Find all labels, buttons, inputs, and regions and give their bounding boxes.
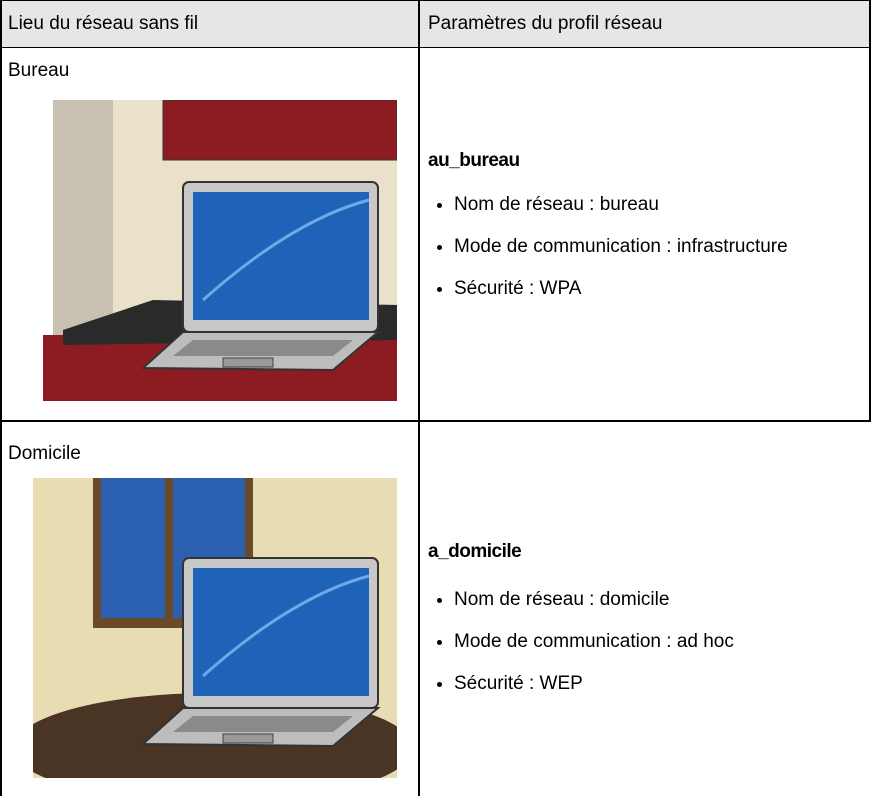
setting: Sécurité : WEP <box>454 672 854 696</box>
laptop <box>140 557 381 748</box>
border <box>869 0 871 422</box>
header-row <box>0 0 871 48</box>
location: Domicile <box>8 443 81 464</box>
setting: Mode de communication : infrastructure <box>454 235 854 259</box>
profile-name: a_domicile <box>428 541 522 562</box>
border <box>0 420 871 422</box>
home-illustration <box>33 478 397 778</box>
setting: Mode de communication : ad hoc <box>454 630 854 654</box>
border <box>0 0 2 796</box>
setting: Sécurité : WPA <box>454 277 854 301</box>
laptop <box>140 181 381 372</box>
border <box>418 0 420 796</box>
office-illustration <box>33 100 397 401</box>
header-cell: Paramètres du profil réseau <box>428 13 663 34</box>
profile-name: au_bureau <box>428 150 520 171</box>
location: Bureau <box>8 60 70 81</box>
settings-list: Nom de réseau : bureau Mode de communica… <box>428 193 854 319</box>
header-cell: Lieu du réseau sans fil <box>8 13 199 34</box>
setting: Nom de réseau : domicile <box>454 588 854 612</box>
setting: Nom de réseau : bureau <box>454 193 854 217</box>
settings-list: Nom de réseau : domicile Mode de communi… <box>428 588 854 714</box>
